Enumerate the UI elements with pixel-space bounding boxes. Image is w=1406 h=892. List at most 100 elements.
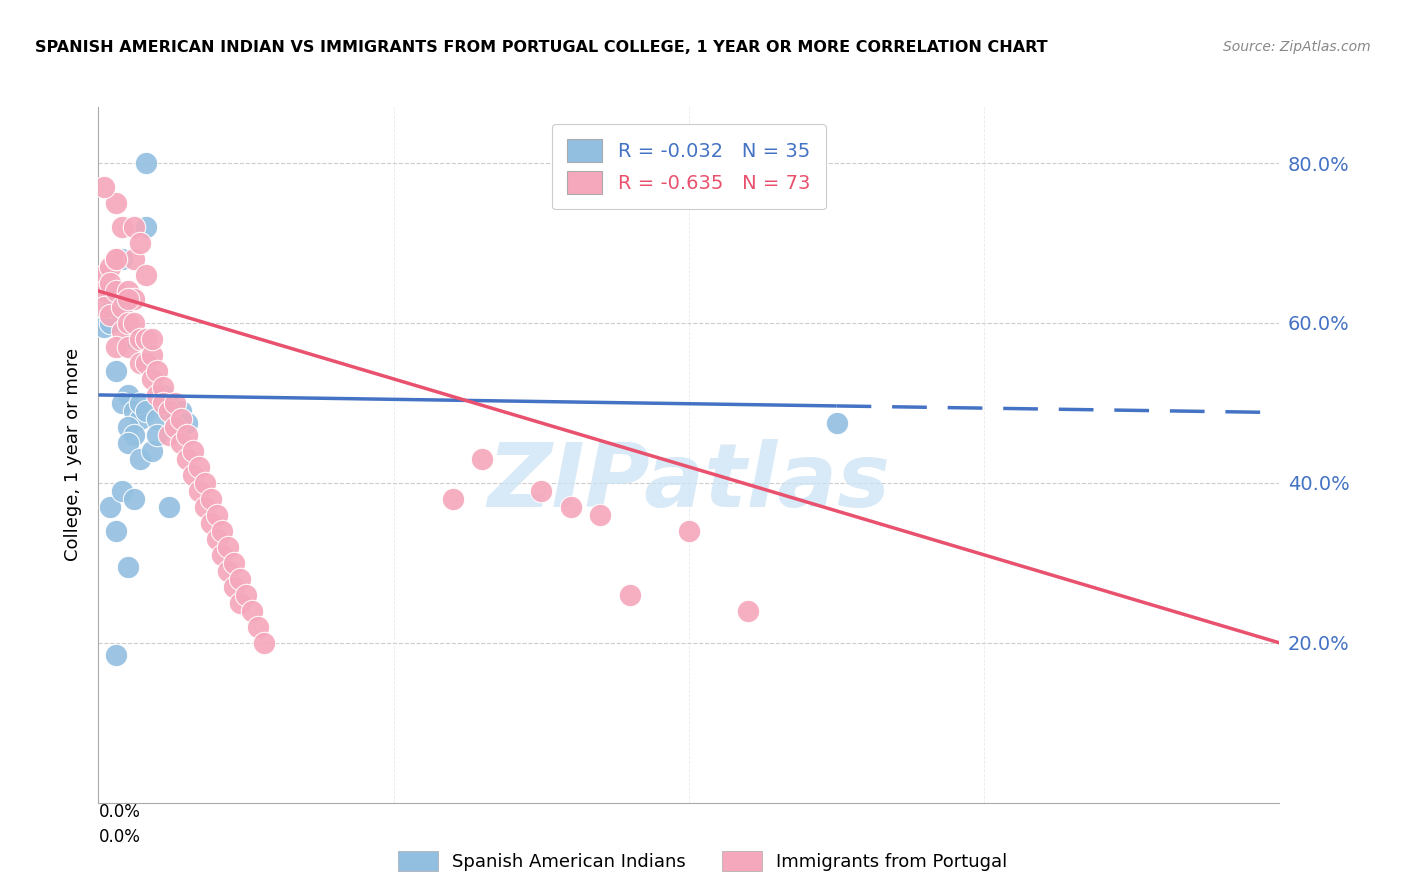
Point — [93, 268, 115, 282]
Point — [93, 180, 115, 194]
Point — [105, 340, 128, 354]
Point — [146, 388, 169, 402]
Legend: R = -0.032   N = 35, R = -0.635   N = 73: R = -0.032 N = 35, R = -0.635 N = 73 — [553, 124, 825, 210]
Point — [224, 556, 246, 570]
Point — [128, 235, 150, 250]
Point — [135, 156, 157, 170]
Point — [117, 340, 139, 354]
Point — [157, 500, 180, 514]
Point — [152, 380, 174, 394]
Point — [200, 491, 222, 506]
Point — [135, 268, 157, 282]
Point — [170, 404, 193, 418]
Point — [105, 364, 128, 378]
Point — [141, 372, 163, 386]
Point — [619, 588, 641, 602]
Point — [152, 396, 174, 410]
Point — [176, 451, 198, 466]
Point — [146, 428, 169, 442]
Point — [176, 428, 198, 442]
Point — [117, 436, 139, 450]
Point — [103, 300, 125, 314]
Point — [122, 428, 145, 442]
Point — [211, 524, 233, 538]
Point — [157, 396, 180, 410]
Point — [211, 548, 233, 562]
Point — [128, 356, 150, 370]
Point — [93, 284, 115, 298]
Point — [441, 491, 464, 506]
Point — [122, 332, 145, 346]
Point — [117, 560, 139, 574]
Point — [105, 292, 128, 306]
Point — [111, 324, 134, 338]
Point — [105, 284, 128, 298]
Point — [165, 412, 187, 426]
Text: 0.0%: 0.0% — [98, 803, 141, 821]
Point — [122, 219, 145, 234]
Point — [217, 564, 239, 578]
Point — [187, 459, 209, 474]
Point — [157, 428, 180, 442]
Point — [122, 316, 145, 330]
Point — [146, 364, 169, 378]
Point — [194, 500, 217, 514]
Point — [111, 396, 134, 410]
Point — [93, 320, 115, 334]
Point — [141, 348, 163, 362]
Point — [135, 219, 157, 234]
Point — [530, 483, 553, 498]
Point — [187, 483, 209, 498]
Point — [93, 300, 115, 314]
Point — [825, 416, 848, 430]
Point — [141, 444, 163, 458]
Point — [111, 252, 134, 266]
Legend: Spanish American Indians, Immigrants from Portugal: Spanish American Indians, Immigrants fro… — [391, 844, 1015, 879]
Point — [152, 388, 174, 402]
Point — [122, 404, 145, 418]
Point — [181, 444, 204, 458]
Point — [135, 356, 157, 370]
Point — [170, 436, 193, 450]
Point — [135, 332, 157, 346]
Point — [111, 219, 134, 234]
Text: SPANISH AMERICAN INDIAN VS IMMIGRANTS FROM PORTUGAL COLLEGE, 1 YEAR OR MORE CORR: SPANISH AMERICAN INDIAN VS IMMIGRANTS FR… — [35, 40, 1047, 55]
Point — [105, 252, 128, 266]
Point — [737, 604, 759, 618]
Point — [165, 420, 187, 434]
Text: ZIPatlas: ZIPatlas — [488, 439, 890, 526]
Point — [128, 451, 150, 466]
Point — [111, 300, 134, 314]
Point — [181, 467, 204, 482]
Point — [253, 636, 276, 650]
Point — [111, 483, 134, 498]
Point — [122, 292, 145, 306]
Point — [678, 524, 700, 538]
Point — [229, 596, 252, 610]
Point — [200, 516, 222, 530]
Point — [235, 588, 257, 602]
Point — [135, 404, 157, 418]
Point — [117, 316, 139, 330]
Point — [205, 508, 228, 522]
Point — [105, 252, 128, 266]
Point — [224, 580, 246, 594]
Point — [98, 500, 121, 514]
Point — [98, 308, 121, 322]
Point — [170, 412, 193, 426]
Point — [117, 388, 139, 402]
Point — [560, 500, 582, 514]
Point — [117, 292, 139, 306]
Point — [128, 396, 150, 410]
Point — [122, 252, 145, 266]
Point — [240, 604, 263, 618]
Point — [105, 196, 128, 211]
Point — [217, 540, 239, 554]
Point — [246, 620, 269, 634]
Point — [117, 420, 139, 434]
Point — [105, 648, 128, 662]
Point — [176, 416, 198, 430]
Point — [128, 412, 150, 426]
Point — [98, 276, 121, 290]
Text: Source: ZipAtlas.com: Source: ZipAtlas.com — [1223, 40, 1371, 54]
